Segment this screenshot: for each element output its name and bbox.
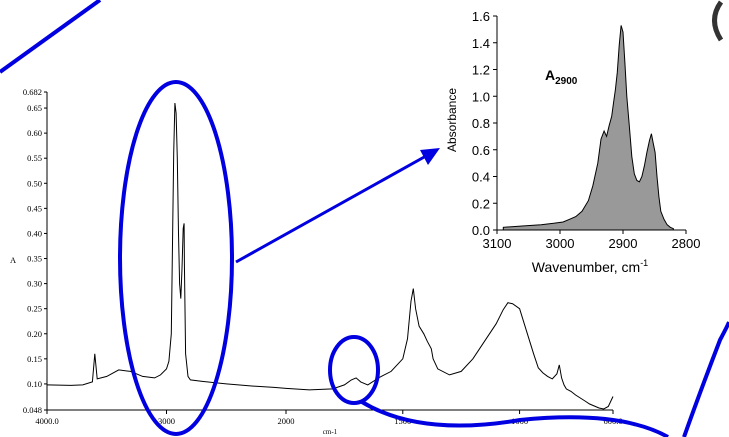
inset-y-tick-label: 1.4 xyxy=(472,36,490,51)
top-right-decoration-arc xyxy=(712,0,724,42)
main-y-tick-label: 0.35 xyxy=(27,254,42,264)
main-y-ticks: 0.682 0.65 0.60 0.55 0.50 0.45 0.40 0.35 0.30 0.2… xyxy=(23,87,47,415)
main-x-tick-label: 4000.0 xyxy=(35,416,58,426)
main-y-tick-label: 0.50 xyxy=(27,178,42,188)
inset-x-tick-label: 2900 xyxy=(609,236,638,251)
main-x-tick-label: 1500 xyxy=(394,416,411,426)
inset-y-tick-label: 1.2 xyxy=(472,63,490,78)
carbonyl-tail-curve xyxy=(360,400,669,437)
main-spectrum-chart: 0.682 0.65 0.60 0.55 0.50 0.45 0.40 0.35 0.30 0.2… xyxy=(10,87,623,436)
inset-chart: 0.0 0.2 0.4 0.6 0.8 1.0 1.2 1.4 1.6 3100 3000 2900… xyxy=(445,9,700,275)
main-y-axis-label: A xyxy=(10,255,17,265)
main-x-tick-label: 2000 xyxy=(278,416,295,426)
main-y-tick-label: 0.048 xyxy=(23,405,42,415)
main-y-tick-label: 0.55 xyxy=(27,153,42,163)
main-y-tick-label: 0.20 xyxy=(27,329,42,339)
inset-x-tick-label: 3000 xyxy=(546,236,575,251)
main-y-tick-label: 0.15 xyxy=(27,354,42,364)
bottom-right-decoration-curve xyxy=(682,321,729,437)
inset-y-tick-label: 0.2 xyxy=(472,196,490,211)
carbonyl-highlight-ellipse xyxy=(328,335,380,405)
main-y-tick-label: 0.682 xyxy=(23,87,42,97)
main-y-tick-label: 0.65 xyxy=(27,103,42,113)
main-y-tick-label: 0.40 xyxy=(27,228,42,238)
main-y-tick-label: 0.30 xyxy=(27,279,42,289)
inset-y-tick-label: 0.6 xyxy=(472,143,490,158)
inset-title: A2900 xyxy=(545,67,578,87)
inset-x-axis-label: Wavenumber, cm-1 xyxy=(532,258,648,275)
inset-absorbance-area xyxy=(502,25,674,231)
inset-x-tick-label: 3100 xyxy=(483,236,512,251)
main-y-tick-label: 0.25 xyxy=(27,304,42,314)
inset-y-tick-label: 1.0 xyxy=(472,89,490,104)
inset-x-tick-label: 2800 xyxy=(672,236,701,251)
main-y-tick-label: 0.45 xyxy=(27,203,42,213)
inset-y-tick-label: 0.0 xyxy=(472,223,490,238)
inset-y-tick-label: 0.4 xyxy=(472,170,490,185)
main-x-axis-label: cm-1 xyxy=(323,428,338,436)
inset-y-ticks: 0.0 0.2 0.4 0.6 0.8 1.0 1.2 1.4 1.6 xyxy=(472,9,497,238)
zoom-arrow-line xyxy=(235,154,427,264)
top-left-decoration-stroke xyxy=(0,0,102,74)
inset-x-ticks: 3100 3000 2900 2800 xyxy=(483,230,701,251)
zoom-arrow-head xyxy=(420,148,440,165)
main-x-tick-label: 3000 xyxy=(158,416,175,426)
main-y-tick-label: 0.10 xyxy=(27,379,42,389)
inset-y-axis-label: Absorbance xyxy=(445,88,459,152)
inset-y-tick-label: 0.8 xyxy=(472,116,490,131)
inset-y-tick-label: 1.6 xyxy=(472,9,490,24)
main-y-tick-label: 0.60 xyxy=(27,128,42,138)
ch-stretch-highlight-ellipse xyxy=(118,80,234,436)
